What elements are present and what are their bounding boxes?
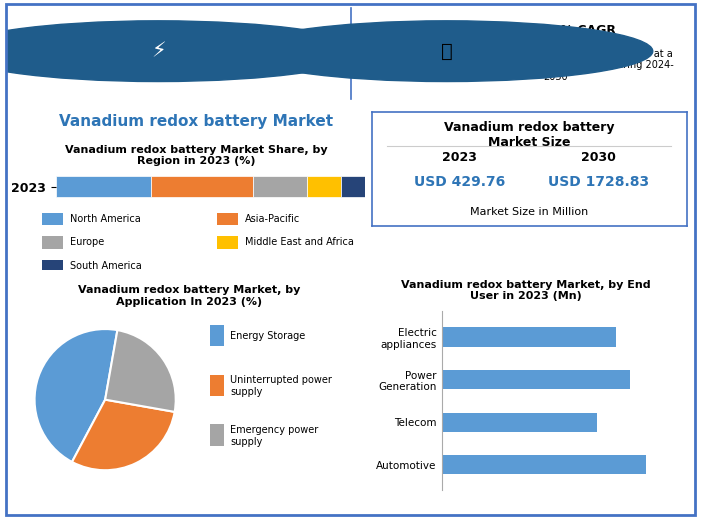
FancyBboxPatch shape — [42, 260, 63, 272]
Bar — [442, 413, 597, 432]
Text: ⚡: ⚡ — [151, 41, 165, 61]
Text: Asia Pacific Market Accounted
largest share in the Vanadium
redox battery Market: Asia Pacific Market Accounted largest sh… — [176, 37, 333, 70]
Text: Middle East and Africa: Middle East and Africa — [245, 238, 354, 248]
Bar — [252, 176, 307, 197]
Text: 2030: 2030 — [581, 151, 616, 164]
Wedge shape — [105, 330, 176, 412]
FancyBboxPatch shape — [210, 425, 224, 446]
FancyBboxPatch shape — [210, 375, 224, 396]
Bar — [151, 176, 252, 197]
FancyBboxPatch shape — [210, 325, 224, 346]
Text: USD 429.76: USD 429.76 — [414, 175, 505, 189]
Wedge shape — [72, 400, 175, 470]
Text: Vanadium redox battery Market Share, by
Region in 2023 (%): Vanadium redox battery Market Share, by … — [65, 145, 327, 167]
Text: North America: North America — [70, 214, 141, 224]
Text: Energy Storage: Energy Storage — [231, 331, 306, 342]
FancyBboxPatch shape — [217, 236, 238, 249]
FancyBboxPatch shape — [217, 213, 238, 225]
Bar — [442, 455, 646, 474]
Bar — [307, 176, 341, 197]
Text: USD 1728.83: USD 1728.83 — [548, 175, 649, 189]
Text: 🔥: 🔥 — [441, 42, 453, 61]
Circle shape — [240, 21, 653, 81]
Circle shape — [0, 21, 365, 81]
Text: Global Market to grow at a
CAGR of 22% during 2024-
2030: Global Market to grow at a CAGR of 22% d… — [543, 49, 674, 82]
Text: Vanadium redox battery Market, by
Application In 2023 (%): Vanadium redox battery Market, by Applic… — [78, 285, 301, 307]
FancyBboxPatch shape — [42, 236, 63, 249]
Text: Vanadium redox battery Market: Vanadium redox battery Market — [59, 115, 334, 129]
Bar — [442, 370, 630, 389]
Text: Emergency power
supply: Emergency power supply — [231, 425, 318, 447]
Wedge shape — [34, 329, 117, 462]
FancyBboxPatch shape — [42, 213, 63, 225]
Text: Market Size in Million: Market Size in Million — [470, 207, 588, 217]
Text: 2023: 2023 — [442, 151, 477, 164]
Bar — [56, 176, 151, 197]
Text: South America: South America — [70, 261, 142, 271]
Bar — [442, 327, 615, 347]
Text: Asia-Pacific: Asia-Pacific — [245, 214, 301, 224]
Text: Vanadium redox battery
Market Size: Vanadium redox battery Market Size — [444, 121, 615, 149]
Text: 22% CAGR: 22% CAGR — [543, 24, 616, 37]
Text: Vanadium redox battery Market, by End
User in 2023 (Mn): Vanadium redox battery Market, by End Us… — [401, 280, 651, 302]
Bar — [341, 176, 365, 197]
Text: Uninterrupted power
supply: Uninterrupted power supply — [231, 375, 332, 397]
Text: Europe: Europe — [70, 238, 104, 248]
